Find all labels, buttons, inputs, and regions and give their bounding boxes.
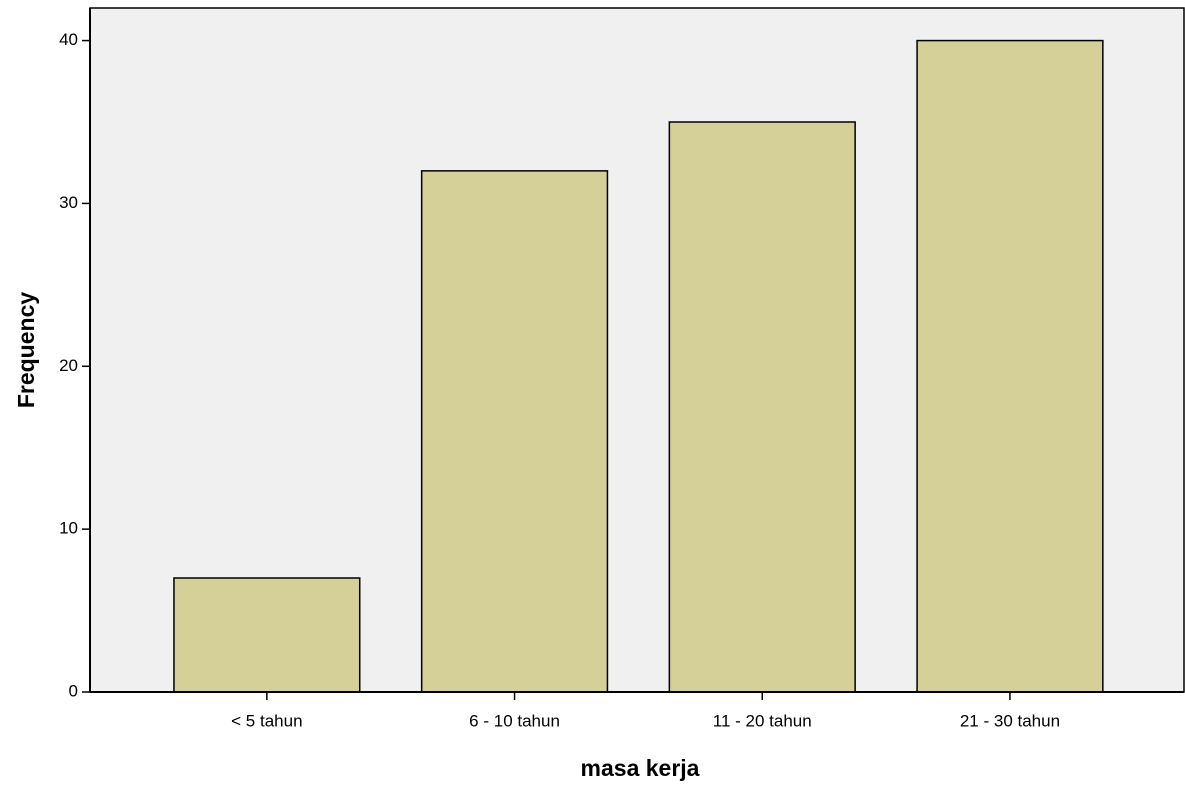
bar [173, 577, 361, 693]
bar [916, 39, 1104, 693]
x-axis-title: masa kerja [581, 755, 700, 781]
y-axis-title: Frequency [13, 292, 39, 409]
x-tick-label: < 5 tahun [231, 711, 302, 730]
x-tick-label: 11 - 20 tahun [713, 711, 812, 730]
y-tick-label: 10 [59, 519, 78, 538]
bar [420, 170, 609, 693]
y-tick-label: 40 [59, 30, 78, 49]
y-tick-label: 30 [59, 193, 78, 212]
x-tick-label: 6 - 10 tahun [469, 711, 560, 730]
y-tick-label: 20 [59, 356, 78, 375]
x-tick-label: 21 - 30 tahun [960, 711, 1060, 730]
y-tick-label: 0 [69, 681, 78, 700]
bar [668, 121, 856, 693]
